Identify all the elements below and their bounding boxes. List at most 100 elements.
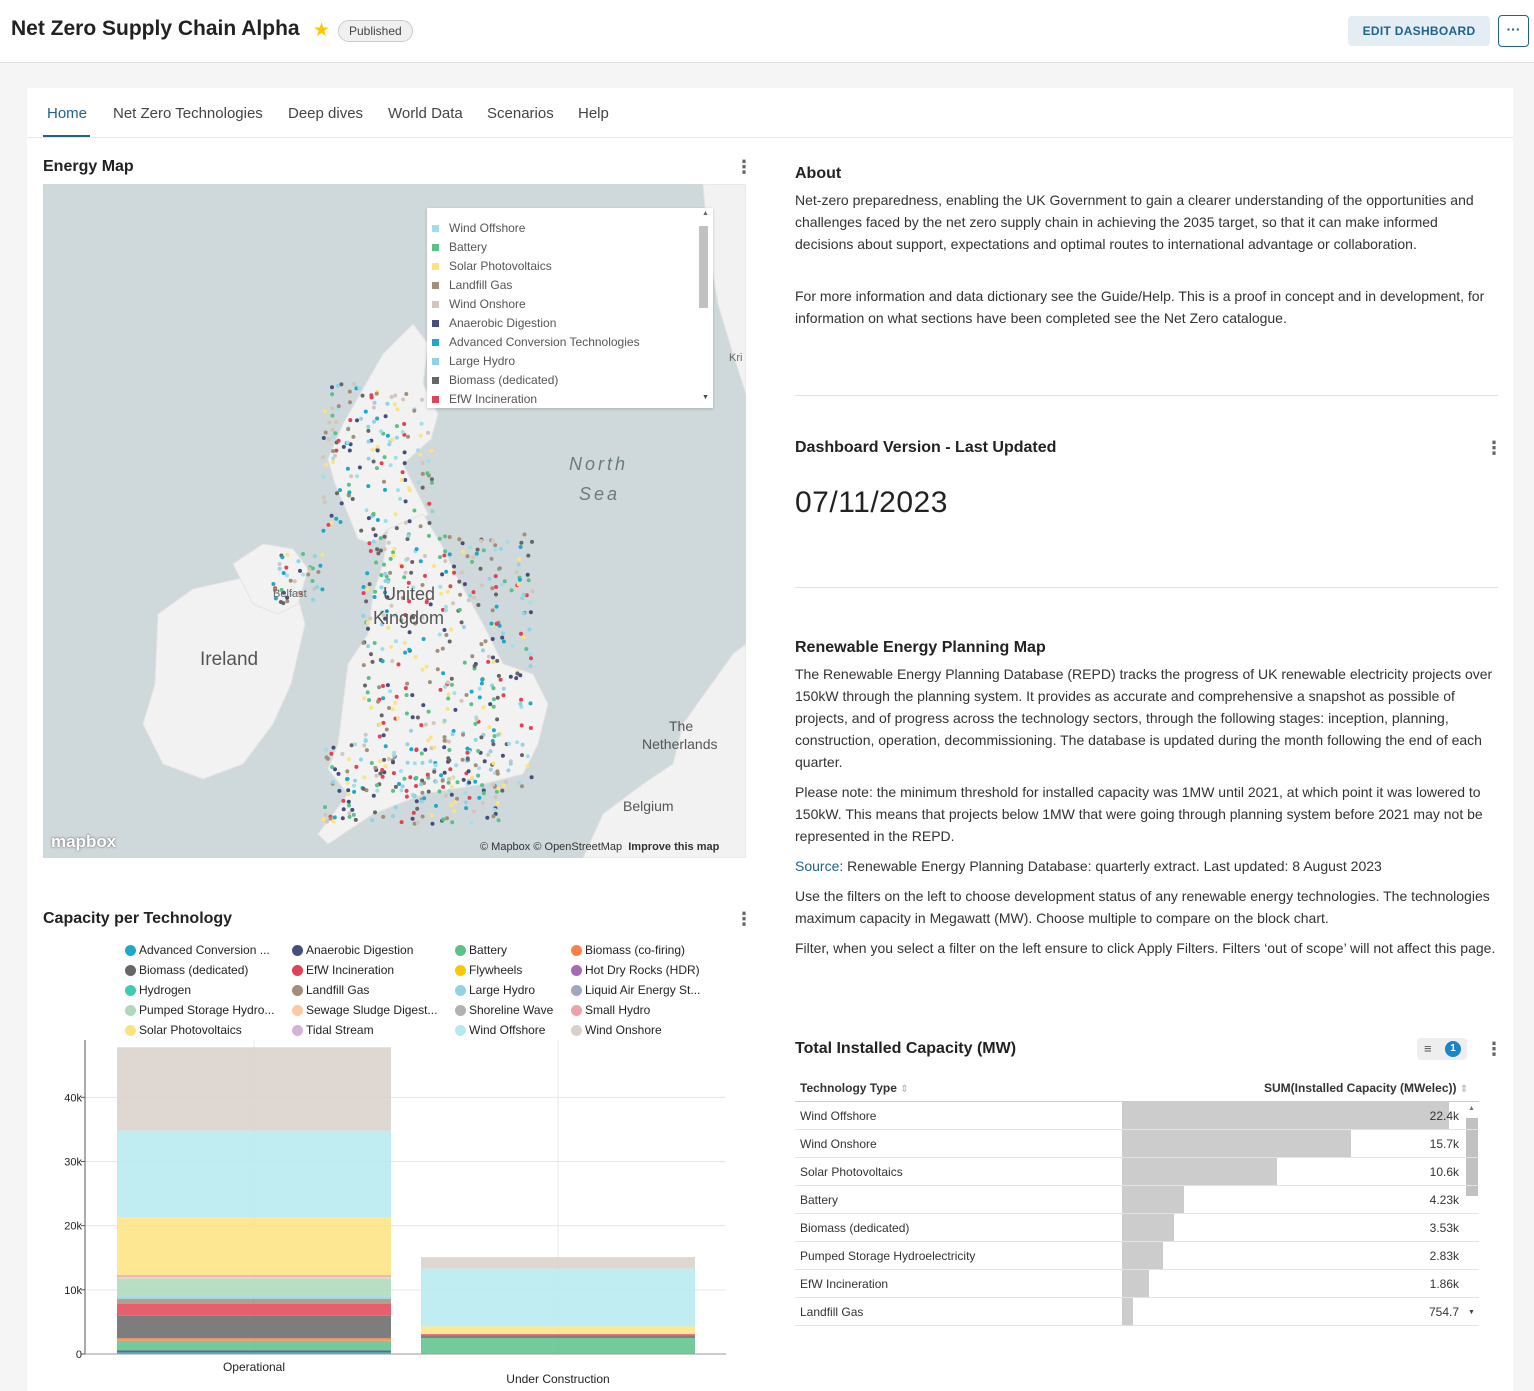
map-project-point[interactable]	[506, 768, 511, 773]
map-project-point[interactable]	[500, 788, 505, 793]
map-project-point[interactable]	[434, 779, 439, 784]
map-project-point[interactable]	[452, 691, 457, 696]
map-project-point[interactable]	[420, 667, 425, 672]
map-project-point[interactable]	[383, 571, 388, 576]
map-project-point[interactable]	[399, 618, 404, 623]
map-project-point[interactable]	[470, 775, 474, 780]
map-project-point[interactable]	[347, 389, 352, 394]
map-project-point[interactable]	[346, 427, 351, 432]
map-legend-item[interactable]: Battery	[432, 240, 487, 254]
map-project-point[interactable]	[362, 743, 367, 748]
map-project-point[interactable]	[331, 449, 336, 454]
map-project-point[interactable]	[372, 595, 377, 599]
map-project-point[interactable]	[525, 572, 530, 577]
map-project-point[interactable]	[524, 647, 529, 651]
map-project-point[interactable]	[391, 553, 396, 558]
map-project-point[interactable]	[361, 585, 366, 589]
map-project-point[interactable]	[394, 435, 399, 440]
map-project-point[interactable]	[392, 750, 397, 755]
chart-legend-item[interactable]: Hot Dry Rocks (HDR)	[571, 963, 700, 977]
map-project-point[interactable]	[376, 699, 381, 704]
map-project-point[interactable]	[487, 576, 492, 581]
map-project-point[interactable]	[341, 798, 346, 803]
map-project-point[interactable]	[405, 681, 410, 686]
map-project-point[interactable]	[331, 745, 336, 750]
map-project-point[interactable]	[402, 575, 407, 580]
table-row[interactable]: Wind Offshore 22.4k	[795, 1102, 1479, 1130]
map-project-point[interactable]	[430, 480, 434, 485]
map-project-point[interactable]	[376, 551, 381, 556]
map-project-point[interactable]	[442, 738, 447, 743]
map-project-point[interactable]	[365, 690, 370, 695]
map-project-point[interactable]	[353, 778, 358, 783]
map-project-point[interactable]	[410, 560, 415, 564]
map-project-point[interactable]	[405, 537, 410, 541]
map-project-point[interactable]	[385, 433, 390, 438]
map-project-point[interactable]	[363, 738, 368, 743]
map-project-point[interactable]	[529, 656, 533, 661]
map-project-point[interactable]	[374, 560, 378, 565]
map-project-point[interactable]	[412, 794, 417, 799]
map-project-point[interactable]	[418, 782, 423, 787]
map-project-point[interactable]	[394, 424, 399, 429]
map-project-point[interactable]	[404, 794, 409, 799]
map-project-point[interactable]	[457, 537, 462, 542]
map-project-point[interactable]	[361, 663, 366, 668]
map-project-point[interactable]	[426, 775, 431, 780]
map-project-point[interactable]	[480, 800, 485, 805]
map-project-point[interactable]	[443, 604, 448, 609]
map-project-point[interactable]	[346, 799, 351, 804]
map-project-point[interactable]	[473, 737, 478, 742]
map-project-point[interactable]	[369, 761, 374, 765]
map-project-point[interactable]	[490, 739, 495, 743]
map-project-point[interactable]	[405, 742, 410, 747]
map-project-point[interactable]	[520, 596, 525, 601]
chart-legend-item[interactable]: Liquid Air Energy St...	[571, 983, 700, 997]
map-project-point[interactable]	[490, 608, 495, 613]
map-project-point[interactable]	[363, 732, 368, 737]
map-project-point[interactable]	[372, 641, 377, 645]
source-link[interactable]: Source	[795, 858, 840, 874]
map-project-point[interactable]	[491, 686, 496, 691]
map-project-point[interactable]	[355, 474, 360, 479]
map-project-point[interactable]	[526, 578, 531, 583]
map-project-point[interactable]	[345, 780, 350, 785]
map-project-point[interactable]	[345, 777, 350, 781]
map-project-point[interactable]	[361, 786, 366, 791]
map-project-point[interactable]	[381, 684, 385, 688]
map-project-point[interactable]	[347, 490, 352, 495]
map-project-point[interactable]	[491, 761, 496, 766]
map-project-point[interactable]	[351, 812, 356, 817]
map-project-point[interactable]	[479, 735, 484, 740]
map-project-point[interactable]	[402, 422, 407, 426]
map-project-point[interactable]	[381, 814, 386, 819]
map-project-point[interactable]	[478, 566, 483, 571]
map-project-point[interactable]	[368, 616, 373, 621]
map-project-point[interactable]	[443, 549, 448, 554]
map-project-point[interactable]	[393, 455, 398, 460]
map-project-point[interactable]	[419, 799, 424, 804]
map-project-point[interactable]	[463, 790, 468, 795]
map-project-point[interactable]	[341, 807, 346, 812]
map-project-point[interactable]	[383, 414, 388, 419]
map-project-point[interactable]	[528, 610, 533, 615]
map-project-point[interactable]	[414, 547, 419, 552]
map-project-point[interactable]	[428, 735, 433, 740]
map-project-point[interactable]	[491, 814, 496, 819]
map-project-point[interactable]	[391, 771, 396, 776]
map-project-point[interactable]	[391, 788, 395, 793]
map-project-point[interactable]	[383, 519, 388, 523]
map-project-point[interactable]	[329, 513, 334, 518]
chart-legend-item[interactable]: Wind Offshore	[455, 1023, 545, 1037]
map-project-point[interactable]	[420, 471, 425, 476]
map-project-point[interactable]	[415, 715, 420, 720]
map-project-point[interactable]	[446, 696, 451, 701]
map-project-point[interactable]	[490, 637, 495, 641]
map-legend-item[interactable]: EfW Incineration	[432, 392, 537, 406]
map-project-point[interactable]	[333, 431, 338, 436]
map-project-point[interactable]	[501, 693, 506, 698]
map-project-point[interactable]	[366, 516, 371, 521]
map-project-point[interactable]	[388, 463, 393, 468]
map-project-point[interactable]	[445, 680, 450, 685]
map-project-point[interactable]	[384, 609, 389, 614]
